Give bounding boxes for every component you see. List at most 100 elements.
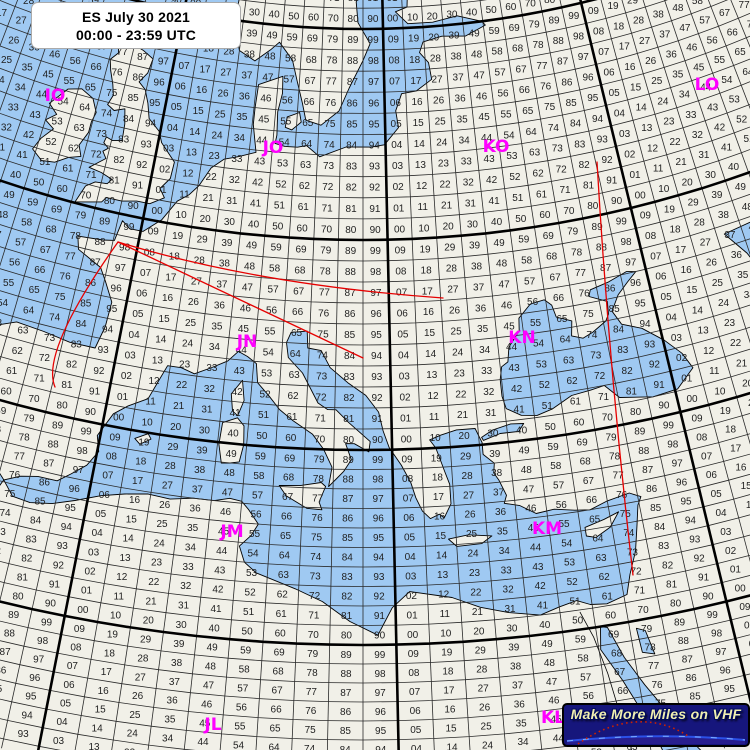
svg-text:44: 44 bbox=[553, 733, 565, 744]
svg-text:36: 36 bbox=[455, 94, 467, 105]
svg-text:56: 56 bbox=[9, 258, 21, 269]
svg-text:76: 76 bbox=[312, 513, 324, 524]
svg-text:21: 21 bbox=[203, 193, 215, 204]
svg-text:46: 46 bbox=[686, 43, 698, 54]
svg-text:32: 32 bbox=[180, 581, 192, 592]
svg-text:69: 69 bbox=[0, 406, 7, 417]
svg-text:12: 12 bbox=[438, 590, 450, 601]
svg-text:26: 26 bbox=[464, 510, 476, 521]
svg-text:45: 45 bbox=[504, 321, 516, 332]
svg-text:10: 10 bbox=[407, 13, 419, 24]
svg-text:62: 62 bbox=[287, 391, 299, 402]
svg-text:29: 29 bbox=[748, 398, 750, 409]
svg-text:86: 86 bbox=[340, 707, 352, 718]
svg-text:96: 96 bbox=[29, 673, 41, 684]
svg-text:16: 16 bbox=[681, 265, 693, 276]
svg-text:98: 98 bbox=[573, 32, 585, 43]
svg-text:38: 38 bbox=[491, 468, 503, 479]
svg-text:56: 56 bbox=[497, 89, 509, 100]
svg-text:55: 55 bbox=[530, 318, 542, 329]
svg-text:14: 14 bbox=[692, 306, 704, 317]
svg-text:89: 89 bbox=[548, 15, 560, 26]
svg-text:50: 50 bbox=[242, 626, 254, 637]
svg-text:63: 63 bbox=[529, 148, 541, 159]
svg-text:94: 94 bbox=[145, 119, 157, 130]
svg-text:22: 22 bbox=[470, 588, 482, 599]
svg-text:84: 84 bbox=[654, 522, 666, 533]
svg-text:82: 82 bbox=[622, 366, 634, 377]
svg-text:94: 94 bbox=[371, 351, 383, 362]
svg-text:87: 87 bbox=[345, 288, 357, 299]
svg-text:69: 69 bbox=[274, 648, 286, 659]
field-label-KO: KO bbox=[483, 137, 510, 157]
svg-text:68: 68 bbox=[512, 44, 524, 55]
svg-text:35: 35 bbox=[737, 270, 749, 281]
svg-text:22: 22 bbox=[206, 172, 218, 183]
svg-text:77: 77 bbox=[536, 61, 548, 72]
svg-text:97: 97 bbox=[370, 288, 382, 299]
svg-text:32: 32 bbox=[204, 384, 216, 395]
svg-text:93: 93 bbox=[369, 162, 381, 173]
svg-text:54: 54 bbox=[247, 549, 259, 560]
svg-text:99: 99 bbox=[374, 650, 386, 661]
svg-text:63: 63 bbox=[563, 355, 575, 366]
svg-text:88: 88 bbox=[678, 636, 690, 647]
svg-text:25: 25 bbox=[129, 710, 141, 721]
svg-text:50: 50 bbox=[545, 422, 557, 433]
svg-text:12: 12 bbox=[647, 143, 659, 154]
svg-text:88: 88 bbox=[345, 267, 357, 278]
svg-text:60: 60 bbox=[275, 629, 287, 640]
island-mallorca bbox=[134, 433, 152, 445]
svg-text:28: 28 bbox=[694, 218, 706, 229]
svg-text:88: 88 bbox=[4, 629, 16, 640]
island-ireland bbox=[32, 88, 97, 163]
svg-text:27: 27 bbox=[478, 683, 490, 694]
svg-text:88: 88 bbox=[48, 439, 60, 450]
svg-text:69: 69 bbox=[295, 244, 307, 255]
svg-text:11: 11 bbox=[406, 0, 417, 3]
svg-text:09: 09 bbox=[739, 602, 750, 613]
svg-text:66: 66 bbox=[91, 62, 103, 73]
svg-text:84: 84 bbox=[613, 325, 625, 336]
svg-text:42: 42 bbox=[714, 122, 726, 133]
svg-text:64: 64 bbox=[268, 743, 280, 750]
svg-text:74: 74 bbox=[317, 350, 329, 361]
field-label-JO: JO bbox=[262, 138, 284, 158]
svg-text:79: 79 bbox=[605, 432, 617, 443]
svg-text:55: 55 bbox=[714, 55, 726, 66]
svg-text:83: 83 bbox=[658, 541, 670, 552]
svg-text:62: 62 bbox=[299, 181, 311, 192]
svg-text:37: 37 bbox=[493, 488, 505, 499]
svg-text:33: 33 bbox=[481, 366, 493, 377]
svg-text:58: 58 bbox=[269, 264, 281, 275]
svg-text:77: 77 bbox=[312, 494, 324, 505]
svg-text:81: 81 bbox=[626, 386, 638, 397]
svg-text:81: 81 bbox=[343, 414, 355, 425]
svg-text:11: 11 bbox=[709, 366, 720, 377]
svg-text:83: 83 bbox=[617, 345, 629, 356]
svg-text:76: 76 bbox=[60, 272, 72, 283]
svg-text:57: 57 bbox=[252, 490, 264, 501]
svg-text:19: 19 bbox=[664, 204, 676, 215]
svg-text:60: 60 bbox=[1, 386, 13, 397]
svg-text:25: 25 bbox=[712, 278, 724, 289]
svg-text:16: 16 bbox=[129, 495, 141, 506]
svg-text:21: 21 bbox=[676, 157, 688, 168]
svg-text:71: 71 bbox=[328, 0, 340, 4]
svg-text:64: 64 bbox=[79, 103, 91, 114]
svg-text:74: 74 bbox=[0, 508, 11, 519]
svg-text:59: 59 bbox=[255, 451, 267, 462]
svg-text:93: 93 bbox=[98, 345, 110, 356]
svg-text:15: 15 bbox=[159, 314, 171, 325]
svg-text:63: 63 bbox=[17, 326, 29, 337]
svg-text:01: 01 bbox=[81, 586, 93, 597]
svg-text:29: 29 bbox=[460, 451, 472, 462]
svg-text:79: 79 bbox=[529, 19, 541, 30]
svg-text:05: 05 bbox=[95, 509, 107, 520]
svg-text:22: 22 bbox=[455, 389, 467, 400]
svg-text:91: 91 bbox=[654, 380, 666, 391]
svg-text:61: 61 bbox=[570, 397, 582, 408]
svg-text:00: 00 bbox=[686, 394, 698, 405]
svg-text:26: 26 bbox=[132, 691, 144, 702]
svg-text:46: 46 bbox=[220, 507, 232, 518]
